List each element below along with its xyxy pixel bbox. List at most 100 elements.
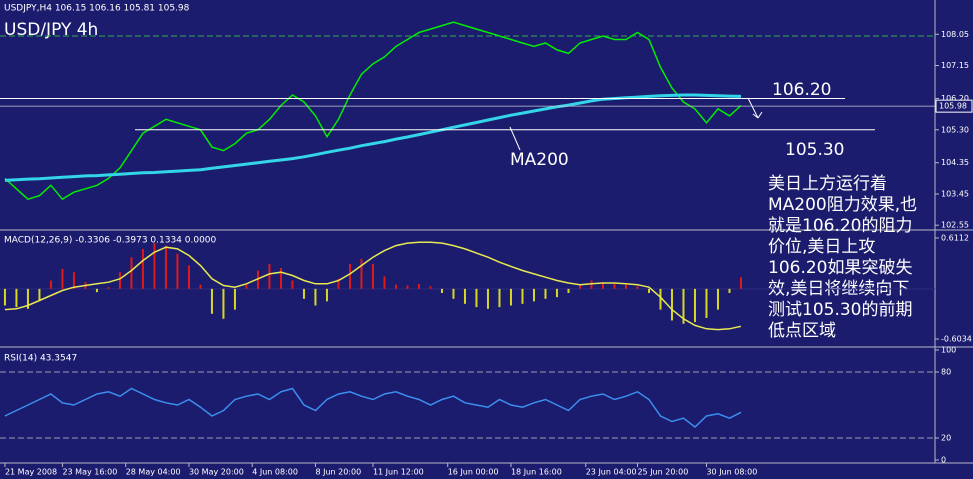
histogram-bar <box>463 288 466 304</box>
x-tick-label: 18 Jun 16:00 <box>511 468 562 477</box>
histogram-bar <box>26 288 29 309</box>
histogram-bar <box>130 257 133 289</box>
histogram-bar <box>532 288 535 302</box>
y-tick-label: 0 <box>941 456 946 465</box>
histogram-bar <box>705 288 708 318</box>
histogram-bar <box>314 288 317 306</box>
histogram-bar <box>716 288 719 310</box>
price-tag-label: 105.98 <box>939 102 967 111</box>
histogram-bar <box>3 288 6 306</box>
histogram-bar <box>233 288 236 310</box>
x-tick-label: 23 May 16:00 <box>62 468 117 477</box>
y-tick-label: 102.55 <box>941 221 969 230</box>
x-tick-label: 4 Jun 08:00 <box>252 468 298 477</box>
histogram-bar <box>279 268 282 289</box>
histogram-bar <box>509 288 512 306</box>
histogram-bar <box>38 288 41 302</box>
note-line: 测试105.30的前期 <box>768 300 912 320</box>
x-tick-label: 30 May 20:00 <box>189 468 244 477</box>
histogram-bar <box>337 278 340 289</box>
x-tick-label: 25 Jun 20:00 <box>637 468 688 477</box>
chart-title: USD/JPY 4h <box>4 20 98 40</box>
histogram-bar <box>371 263 374 289</box>
x-tick-label: 8 Jun 20:00 <box>315 468 361 477</box>
x-tick-label: 28 May 04:00 <box>126 468 181 477</box>
histogram-bar <box>475 288 478 308</box>
x-tick-label: 16 Jun 00:00 <box>448 468 499 477</box>
histogram-bar <box>555 288 558 298</box>
histogram-bar <box>164 245 167 289</box>
histogram-bar <box>394 284 397 289</box>
note-line: 106.20如果突破失 <box>768 258 912 278</box>
annotation-label: 105.30 <box>785 140 844 160</box>
y-tick-label: 20 <box>941 434 951 443</box>
y-tick-label: 0.6112 <box>941 233 969 242</box>
histogram-bar <box>521 288 524 304</box>
histogram-bar <box>61 268 64 289</box>
x-tick-label: 23 Jun 04:00 <box>586 468 637 477</box>
histogram-bar <box>682 288 685 324</box>
y-tick-label: -0.6034 <box>941 335 972 344</box>
histogram-bar <box>72 272 75 289</box>
histogram-bar <box>302 288 305 299</box>
histogram-bar <box>486 288 489 309</box>
histogram-bar <box>544 288 547 299</box>
histogram-bar <box>95 288 98 293</box>
histogram-bar <box>210 288 213 314</box>
histogram-bar <box>199 284 202 289</box>
histogram-bar <box>601 282 604 289</box>
x-tick-label: 21 May 2008 <box>5 468 57 477</box>
histogram-bar <box>222 288 225 319</box>
note-line: MA200阻力效果,也 <box>768 195 917 215</box>
note-line: 美日上方运行着 <box>768 174 887 194</box>
note-line: 就是106.20的阻力 <box>768 216 912 236</box>
series-label: MA200 <box>510 150 569 170</box>
note-line: 低点区域 <box>768 321 836 341</box>
y-tick-label: 105.30 <box>941 125 969 134</box>
histogram-bar <box>268 263 271 289</box>
note-line: 价位,美日上攻 <box>768 237 875 257</box>
histogram-bar <box>187 265 190 289</box>
histogram-bar <box>739 277 742 289</box>
histogram-bar <box>406 285 409 289</box>
x-tick-label: 11 Jun 12:00 <box>373 468 424 477</box>
histogram-bar <box>325 288 328 302</box>
histogram-bar <box>728 288 731 293</box>
series-line <box>4 241 742 331</box>
panel-title: RSI(14) 43.3547 <box>4 354 77 364</box>
arrow <box>747 97 763 119</box>
histogram-bar <box>256 270 259 289</box>
annotation-label: 106.20 <box>772 80 831 100</box>
histogram-bar <box>613 283 616 289</box>
chart-subtitle: USDJPY,H4 106.15 106.16 105.81 105.98 <box>4 4 190 14</box>
histogram-bar <box>49 280 52 289</box>
y-tick-label: 103.45 <box>941 189 969 198</box>
y-tick-label: 100 <box>941 346 956 355</box>
histogram-bar <box>348 263 351 289</box>
panel-title: MACD(12,26,9) -0.3306 -0.3973 0.1334 0.0… <box>4 236 217 246</box>
histogram-bar <box>417 283 420 289</box>
series-line <box>4 387 742 428</box>
histogram-bar <box>153 243 156 289</box>
histogram-bar <box>383 276 386 289</box>
histogram-bar <box>452 288 455 299</box>
histogram-bar <box>670 288 673 321</box>
price-tag <box>935 99 973 113</box>
histogram-bar <box>360 258 363 289</box>
y-tick-label: 108.05 <box>941 30 969 39</box>
histogram-bar <box>176 253 179 289</box>
histogram-bar <box>647 288 650 293</box>
histogram-bar <box>141 248 144 289</box>
histogram-bar <box>624 284 627 289</box>
histogram-bar <box>440 288 443 293</box>
series-line <box>4 21 742 201</box>
histogram-bar <box>107 287 110 289</box>
ma-pointer <box>509 126 521 151</box>
histogram-bar <box>567 288 570 293</box>
histogram-bar <box>498 288 501 308</box>
histogram-bar <box>429 286 432 289</box>
histogram-bar <box>693 288 696 323</box>
histogram-bar <box>590 280 593 289</box>
histogram-bar <box>15 288 18 308</box>
histogram-bar <box>118 272 121 289</box>
